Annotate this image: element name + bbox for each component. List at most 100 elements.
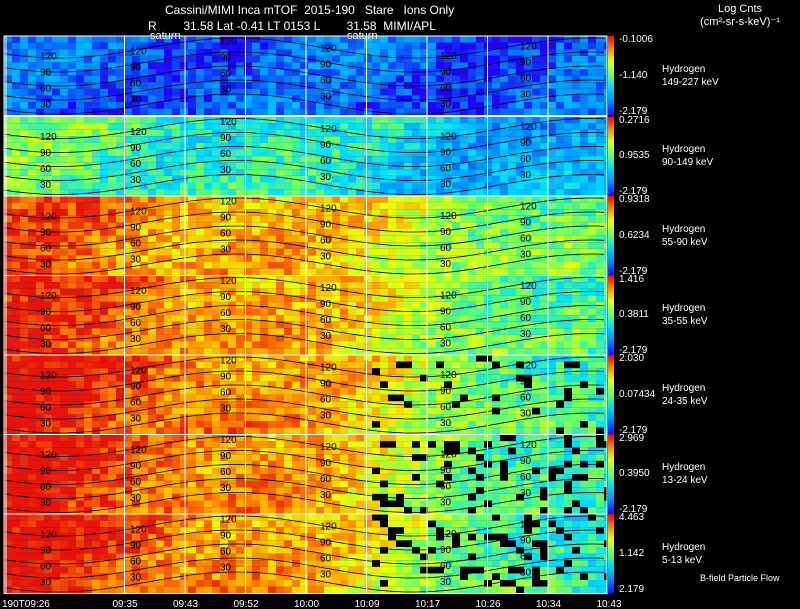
heatmap-cell bbox=[500, 62, 508, 69]
heatmap-cell bbox=[396, 421, 404, 428]
heatmap-cell bbox=[508, 82, 516, 89]
heatmap-cell bbox=[140, 75, 148, 83]
heatmap-cell bbox=[132, 242, 140, 249]
heatmap-cell bbox=[220, 196, 228, 203]
heatmap-cell bbox=[108, 355, 116, 362]
heatmap-cell bbox=[68, 295, 76, 302]
heatmap-cell bbox=[540, 295, 548, 302]
heatmap-cell bbox=[220, 275, 228, 283]
heatmap-cell bbox=[460, 129, 468, 137]
heatmap-cell bbox=[492, 49, 500, 56]
heatmap-cell bbox=[308, 308, 316, 316]
heatmap-cell bbox=[284, 268, 292, 276]
heatmap-cell bbox=[68, 215, 76, 223]
heatmap-cell bbox=[36, 268, 44, 276]
heatmap-cell bbox=[36, 88, 44, 96]
heatmap-cell bbox=[60, 202, 68, 210]
heatmap-cell bbox=[52, 282, 60, 289]
heatmap-cell bbox=[308, 49, 316, 56]
heatmap-cell bbox=[500, 421, 508, 428]
heatmap-cell bbox=[468, 62, 476, 69]
heatmap-cell bbox=[116, 156, 124, 163]
heatmap-cell bbox=[604, 308, 607, 316]
contour-label: 120 bbox=[130, 127, 147, 138]
heatmap-cell bbox=[308, 75, 316, 83]
heatmap-cell bbox=[172, 95, 180, 102]
heatmap-cell bbox=[148, 288, 156, 296]
contour-label: 30 bbox=[440, 99, 452, 110]
heatmap-cell bbox=[60, 156, 68, 163]
heatmap-cell bbox=[4, 361, 12, 369]
heatmap-cell bbox=[180, 235, 188, 243]
heatmap-cell bbox=[580, 36, 588, 43]
heatmap-cell bbox=[52, 36, 60, 43]
heatmap-cell bbox=[28, 242, 36, 249]
heatmap-cell bbox=[580, 189, 588, 196]
heatmap-cell bbox=[356, 321, 364, 329]
heatmap-cell bbox=[404, 62, 412, 69]
heatmap-cell bbox=[524, 88, 532, 96]
heatmap-cell bbox=[28, 248, 36, 256]
heatmap-cell bbox=[140, 268, 148, 276]
heatmap-cell bbox=[156, 142, 164, 150]
heatmap-cell bbox=[372, 374, 380, 382]
heatmap-cell bbox=[28, 407, 36, 415]
heatmap-cell bbox=[36, 255, 44, 262]
heatmap-cell bbox=[180, 182, 188, 190]
heatmap-cell bbox=[276, 196, 284, 203]
contour-label: 30 bbox=[220, 244, 232, 255]
heatmap-cell bbox=[316, 202, 324, 210]
heatmap-cell bbox=[180, 401, 188, 408]
heatmap-cell bbox=[84, 348, 92, 355]
heatmap-cell bbox=[332, 129, 340, 137]
heatmap-cell bbox=[108, 116, 116, 124]
heatmap-cell bbox=[44, 116, 52, 124]
heatmap-cell bbox=[28, 215, 36, 223]
heatmap-cell bbox=[156, 36, 164, 43]
heatmap-cell bbox=[236, 401, 244, 408]
heatmap-cell bbox=[604, 95, 607, 102]
heatmap-cell bbox=[172, 407, 180, 415]
heatmap-cell bbox=[20, 169, 28, 176]
heatmap-cell bbox=[388, 69, 396, 76]
heatmap-cell bbox=[492, 88, 500, 96]
heatmap-cell bbox=[92, 95, 100, 102]
heatmap-cell bbox=[452, 381, 460, 388]
heatmap-cell bbox=[388, 414, 396, 421]
heatmap-cell bbox=[604, 123, 607, 130]
heatmap-cell bbox=[220, 222, 228, 229]
heatmap-cell bbox=[428, 129, 436, 137]
heatmap-cell bbox=[244, 348, 252, 355]
heatmap-cell bbox=[412, 282, 420, 289]
heatmap-cell bbox=[220, 282, 228, 289]
heatmap-cell bbox=[100, 102, 108, 109]
heatmap-cell bbox=[84, 388, 92, 395]
heatmap-cell bbox=[164, 301, 172, 309]
heatmap-cell bbox=[380, 69, 388, 76]
heatmap-cell bbox=[372, 202, 380, 210]
heatmap-cell bbox=[452, 368, 460, 375]
heatmap-cell bbox=[12, 88, 20, 96]
heatmap-cell bbox=[500, 315, 508, 322]
heatmap-cell bbox=[468, 255, 476, 262]
heatmap-cell bbox=[420, 189, 428, 196]
contour-label: 120 bbox=[320, 203, 337, 214]
heatmap-cell bbox=[516, 149, 524, 157]
heatmap-cell bbox=[524, 268, 532, 276]
contour-line bbox=[3, 333, 605, 354]
heatmap-cell bbox=[300, 368, 308, 375]
heatmap-cell bbox=[196, 295, 204, 302]
heatmap-cell bbox=[92, 235, 100, 243]
heatmap-cell bbox=[140, 123, 148, 130]
heatmap-cell bbox=[44, 388, 52, 395]
heatmap-cell bbox=[132, 108, 140, 116]
heatmap-cell bbox=[388, 123, 396, 130]
heatmap-cell bbox=[468, 222, 476, 229]
heatmap-cell bbox=[132, 36, 140, 43]
heatmap-cell bbox=[316, 381, 324, 388]
heatmap-cell bbox=[100, 215, 108, 223]
heatmap-cell bbox=[204, 162, 212, 170]
heatmap-cell bbox=[204, 209, 212, 216]
heatmap-cell bbox=[588, 348, 596, 355]
heatmap-cell bbox=[564, 149, 572, 157]
